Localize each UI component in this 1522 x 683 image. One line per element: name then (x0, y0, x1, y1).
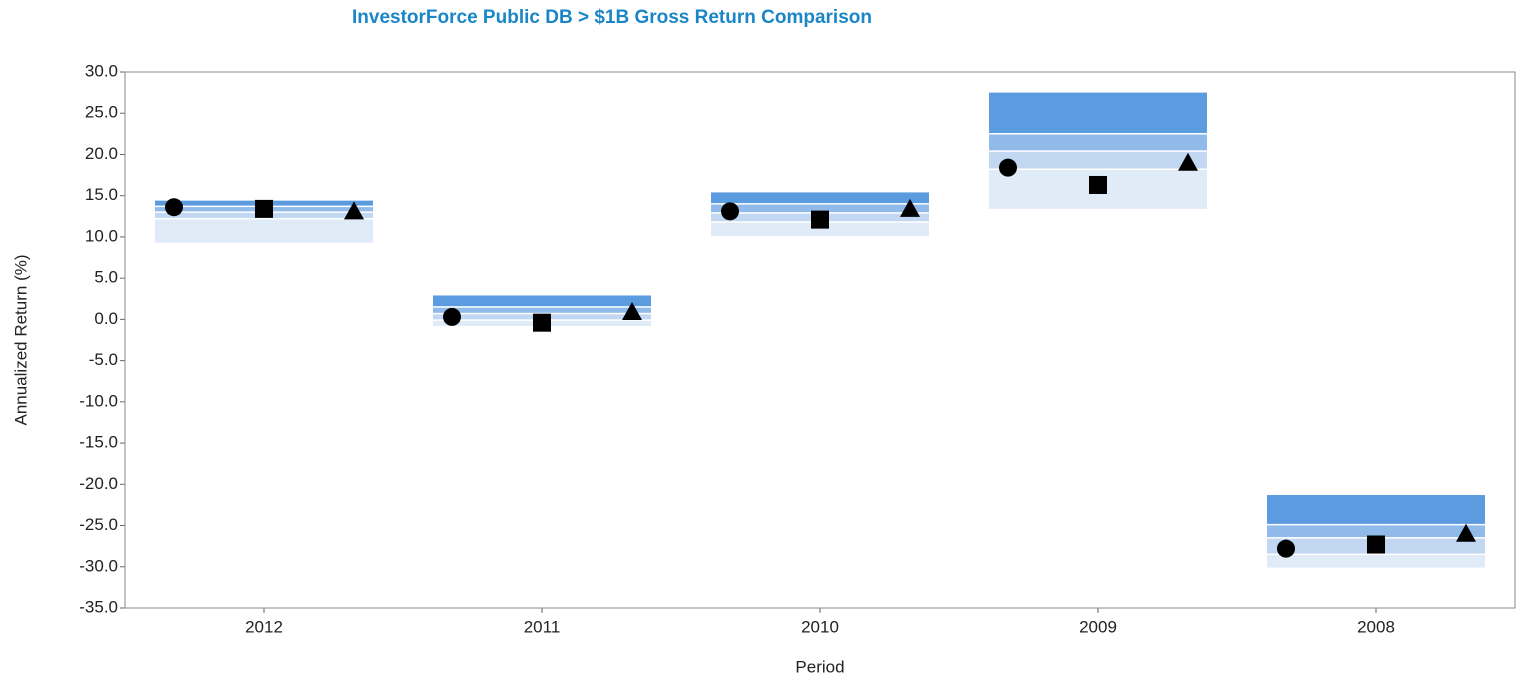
x-axis-label: Period (795, 657, 844, 676)
y-tick-label: 25.0 (85, 103, 118, 122)
marker-triangle (1178, 152, 1198, 171)
marker-circle (1277, 539, 1295, 558)
marker-circle (443, 307, 461, 326)
marker-square (811, 210, 829, 229)
y-tick-label: -35.0 (79, 597, 118, 616)
marker-triangle (1456, 523, 1476, 542)
y-tick-label: 10.0 (85, 226, 118, 245)
marker-square (1089, 175, 1107, 194)
percentile-band (155, 219, 373, 243)
x-tick-label: 2010 (801, 617, 839, 636)
y-tick-label: -25.0 (79, 515, 118, 534)
percentile-band (989, 134, 1207, 151)
y-axis-label: Annualized Return (%) (11, 254, 30, 425)
marker-square (1367, 535, 1385, 554)
percentile-band (1267, 525, 1485, 538)
y-tick-label: 30.0 (85, 61, 118, 80)
percentile-band (989, 151, 1207, 169)
y-tick-label: -10.0 (79, 391, 118, 410)
marker-circle (999, 158, 1017, 177)
percentile-band (711, 204, 929, 213)
marker-circle (165, 198, 183, 217)
y-tick-label: -15.0 (79, 433, 118, 452)
x-tick-label: 2009 (1079, 617, 1117, 636)
plot-frame (124, 71, 1516, 609)
percentile-band (1267, 495, 1485, 524)
y-tick-label: -30.0 (79, 556, 118, 575)
x-tick-label: 2012 (245, 617, 283, 636)
x-tick-label: 2008 (1357, 617, 1395, 636)
percentile-band (989, 92, 1207, 134)
chart-title: InvestorForce Public DB > $1B Gross Retu… (352, 7, 872, 28)
marker-triangle (622, 301, 642, 320)
x-tick-label: 2011 (524, 617, 561, 636)
marker-triangle (344, 201, 364, 220)
percentile-band (711, 192, 929, 204)
percentile-band (433, 307, 651, 313)
percentile-band (711, 222, 929, 237)
y-tick-label: -20.0 (79, 474, 118, 493)
percentile-band (433, 295, 651, 307)
y-tick-label: 5.0 (94, 268, 118, 287)
marker-square (255, 199, 273, 218)
marker-triangle (900, 198, 920, 217)
y-tick-label: -5.0 (89, 350, 118, 369)
y-tick-label: 0.0 (94, 309, 118, 328)
marker-circle (721, 202, 739, 221)
marker-square (533, 313, 551, 332)
y-tick-label: 15.0 (85, 185, 118, 204)
y-tick-label: 20.0 (85, 144, 118, 163)
percentile-band (1267, 555, 1485, 568)
